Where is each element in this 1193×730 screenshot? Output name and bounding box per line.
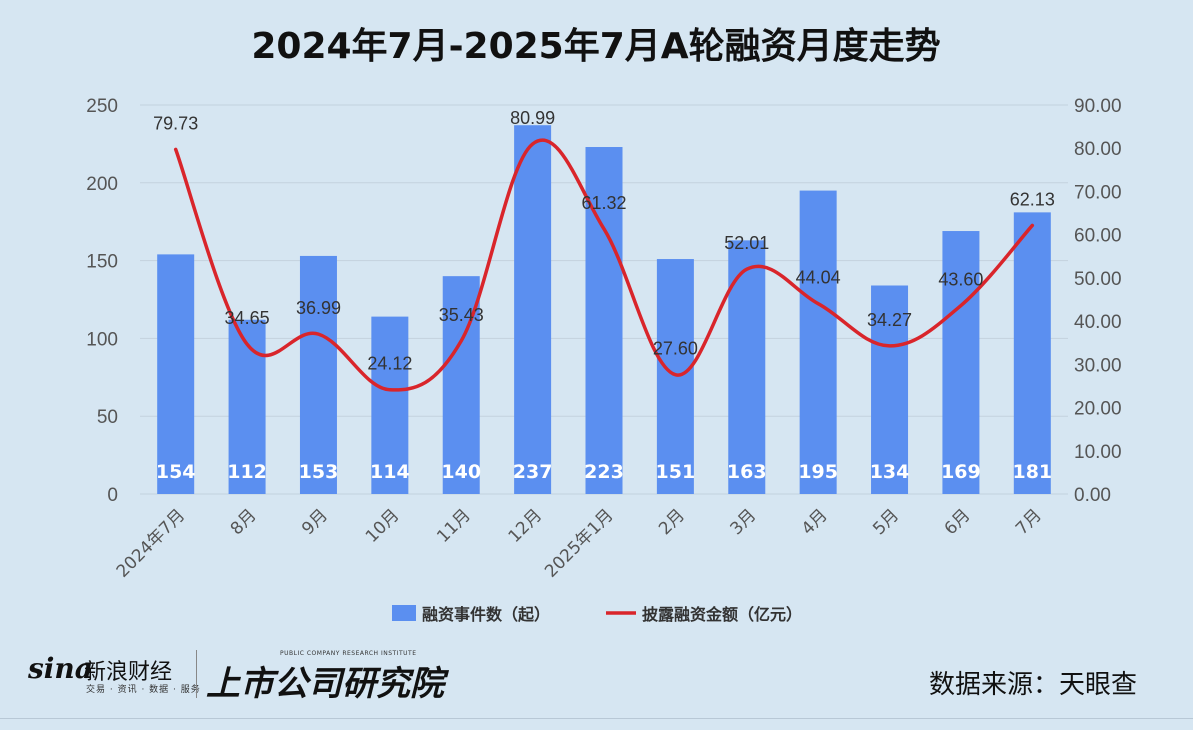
y-left-tick-label: 0 <box>107 485 118 506</box>
bar-data-label: 114 <box>370 461 410 483</box>
bar-data-label: 112 <box>227 461 267 483</box>
bar <box>871 285 909 494</box>
line-data-label: 62.13 <box>1010 189 1055 209</box>
sina-logo-cn: 新浪财经 <box>84 660 173 685</box>
bottom-divider <box>0 718 1193 719</box>
bar <box>799 190 837 494</box>
sina-finance-logo: sina 新浪财经 交易 · 资讯 · 数据 · 服务 <box>28 648 200 698</box>
line-data-label: 34.27 <box>867 310 912 330</box>
bar <box>1013 212 1051 494</box>
bar <box>942 231 980 494</box>
x-tick-label: 8月 <box>227 505 261 539</box>
x-tick-label: 2024年7月 <box>113 505 189 581</box>
y-right-tick-label: 0.00 <box>1074 485 1111 506</box>
x-tick-label: 5月 <box>869 505 903 539</box>
bar-data-label: 134 <box>870 461 910 483</box>
x-tick-label: 3月 <box>726 505 760 539</box>
bar <box>514 125 552 494</box>
x-tick-label: 2月 <box>655 505 689 539</box>
bar-data-label: 181 <box>1012 461 1052 483</box>
y-left-tick-label: 250 <box>86 96 118 117</box>
bar-data-label: 151 <box>656 461 696 483</box>
line-data-label: 34.65 <box>225 308 270 328</box>
legend-label-line: 披露融资金额（亿元） <box>642 605 802 624</box>
research-logo-main: 上市公司研究院 <box>206 664 444 704</box>
y-right-tick-label: 10.00 <box>1074 442 1122 463</box>
bar-data-label: 163 <box>727 461 767 483</box>
line-data-label: 61.32 <box>581 193 626 213</box>
y-left-tick-label: 150 <box>86 252 118 273</box>
sina-logo-subtitle: 交易 · 资讯 · 数据 · 服务 <box>86 685 201 695</box>
x-tick-label: 2025年1月 <box>541 505 617 581</box>
bar <box>371 316 409 494</box>
data-source: 数据来源：天眼查 <box>928 670 1137 700</box>
bar-data-label: 195 <box>798 461 838 483</box>
x-tick-label: 6月 <box>941 505 975 539</box>
bar-data-label: 140 <box>441 461 481 483</box>
line-data-label: 35.43 <box>439 305 484 325</box>
bar <box>728 240 766 494</box>
x-tick-label: 9月 <box>298 505 332 539</box>
series-line <box>173 138 1035 392</box>
line-data-label: 80.99 <box>510 108 555 128</box>
line-data-label: 43.60 <box>938 270 983 290</box>
y-left-tick-label: 50 <box>97 407 118 428</box>
y-left-tick-label: 200 <box>86 174 118 195</box>
x-tick-label: 4月 <box>798 505 832 539</box>
line-data-label: 24.12 <box>367 354 412 374</box>
bar <box>157 254 195 494</box>
line-data-label: 52.01 <box>724 233 769 253</box>
line-data-label: 44.04 <box>796 268 841 288</box>
y-right-tick-label: 40.00 <box>1074 312 1122 333</box>
y-right-tick-label: 80.00 <box>1074 139 1122 160</box>
y-right-tick-label: 30.00 <box>1074 355 1122 376</box>
bar-data-label: 223 <box>584 461 624 483</box>
sina-logo-word: sina <box>28 652 93 685</box>
y-right-tick-label: 20.00 <box>1074 399 1122 420</box>
line-data-label: 79.73 <box>153 113 198 133</box>
bar <box>228 319 266 494</box>
y-right-tick-label: 70.00 <box>1074 182 1122 203</box>
x-tick-label: 12月 <box>505 505 546 546</box>
x-tick-label: 10月 <box>362 505 403 546</box>
bar-data-label: 237 <box>513 461 553 483</box>
legend-swatch-bars <box>392 605 416 621</box>
y-right-tick-label: 50.00 <box>1074 269 1122 290</box>
bar-data-label: 169 <box>941 461 981 483</box>
line-data-label: 36.99 <box>296 298 341 318</box>
y-right-tick-label: 90.00 <box>1074 96 1122 117</box>
y-left-tick-label: 100 <box>86 329 118 350</box>
research-logo-subtitle: PUBLIC COMPANY RESEARCH INSTITUTE <box>280 650 417 657</box>
bar <box>299 255 337 494</box>
x-tick-label: 11月 <box>433 505 474 546</box>
logo-divider <box>196 650 197 698</box>
chart-title: 2024年7月-2025年7月A轮融资月度走势 <box>251 26 940 67</box>
bar <box>656 259 694 494</box>
y-right-tick-label: 60.00 <box>1074 226 1122 247</box>
x-tick-label: 7月 <box>1012 505 1046 539</box>
bar-data-label: 153 <box>299 461 339 483</box>
research-institute-logo: PUBLIC COMPANY RESEARCH INSTITUTE 上市公司研究… <box>206 650 444 704</box>
bar-data-label: 154 <box>156 461 196 483</box>
line-data-label: 27.60 <box>653 339 698 359</box>
legend-label-bars: 融资事件数（起） <box>422 605 550 624</box>
